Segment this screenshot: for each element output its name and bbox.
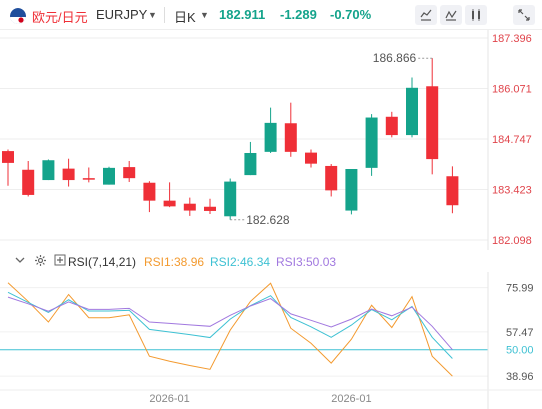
- y-tick-label: 187.396: [492, 33, 532, 45]
- indicator-button[interactable]: [440, 5, 462, 25]
- rsi-y-tick-label: 38.96: [506, 371, 534, 383]
- layout-icon: [472, 9, 480, 21]
- candle-body: [406, 87, 418, 136]
- candle-body: [123, 167, 136, 179]
- candle-body: [62, 168, 75, 181]
- y-tick-label: 184.747: [492, 134, 532, 146]
- rsi-y-tick-label: 57.47: [506, 327, 534, 339]
- candle-body: [2, 151, 14, 163]
- candle-body: [82, 178, 95, 180]
- last-price: 182.911: [219, 7, 266, 22]
- y-tick-label: 183.423: [492, 184, 532, 196]
- add-indicator-icon[interactable]: [54, 254, 66, 269]
- period-selector[interactable]: 日K: [174, 10, 196, 25]
- rsi-header: RSI(7,14,21) RSI1:38.96 RSI2:46.34 RSI3:…: [0, 252, 542, 272]
- candle-body: [103, 167, 115, 185]
- rsi-label: RSI(7,14,21): [68, 255, 137, 269]
- candle-body: [365, 117, 378, 168]
- candle-body: [446, 176, 459, 206]
- rsi-line-rsi3: [7, 296, 453, 350]
- candle-body: [305, 152, 317, 164]
- candle-body: [385, 116, 398, 136]
- candle-body: [143, 182, 156, 201]
- pair-name-cn[interactable]: 欧元/日元: [32, 10, 88, 25]
- layout-button[interactable]: [465, 5, 487, 25]
- candle-body: [284, 123, 297, 152]
- rsi-line-rsi1: [7, 282, 453, 377]
- chevron-down-icon[interactable]: ▼: [200, 10, 209, 20]
- rsi1-value: RSI1:38.96: [144, 255, 205, 269]
- y-tick-label: 182.098: [492, 235, 532, 247]
- candle-body: [345, 169, 358, 211]
- draw-tool-button[interactable]: [415, 5, 437, 25]
- candle-body: [42, 160, 55, 181]
- collapse-icon[interactable]: [14, 254, 26, 269]
- draw-icon: [420, 9, 432, 21]
- quote-header: 欧元/日元 EURJPY ▼ 日K ▼ 182.911 -1.289 -0.70…: [0, 0, 542, 30]
- rsi-chart[interactable]: 75.99 57.47 50.00 38.96 2026-01 2026-01: [0, 272, 542, 409]
- settings-icon[interactable]: [34, 254, 47, 270]
- candle-body: [244, 152, 257, 176]
- rsi3-value: RSI3:50.03: [276, 255, 337, 269]
- rsi2-value: RSI2:46.34: [210, 255, 271, 269]
- candle-body: [325, 165, 338, 191]
- fullscreen-button[interactable]: [513, 5, 535, 25]
- candle-body: [163, 200, 176, 207]
- chevron-down-icon[interactable]: ▼: [148, 10, 157, 20]
- candle-body: [426, 86, 439, 160]
- high-price-label: 186.866: [373, 51, 417, 65]
- price-chart[interactable]: 187.396 186.071 184.747 183.423 182.098 186.…: [0, 30, 542, 250]
- indicator-icon: [445, 10, 457, 21]
- candle-body: [204, 206, 216, 211]
- y-tick-label: 186.071: [492, 84, 532, 96]
- fullscreen-icon: [518, 9, 530, 21]
- price-change: -1.289: [280, 7, 317, 22]
- rsi-y-tick-label: 50.00: [506, 345, 534, 357]
- candle-body: [264, 122, 277, 152]
- x-tick-label: 2026-01: [331, 393, 371, 405]
- low-price-label: 182.628: [246, 213, 290, 227]
- x-tick-label: 2026-01: [149, 393, 189, 405]
- candle-body: [22, 169, 35, 195]
- rsi-y-tick-label: 75.99: [506, 283, 534, 295]
- pair-code[interactable]: EURJPY: [96, 7, 148, 22]
- price-change-percent: -0.70%: [330, 7, 372, 22]
- candle-body: [183, 203, 196, 211]
- flag-icon: [10, 8, 26, 24]
- rsi-line-rsi2: [7, 291, 453, 359]
- candle-body: [224, 181, 237, 217]
- divider: [164, 7, 165, 23]
